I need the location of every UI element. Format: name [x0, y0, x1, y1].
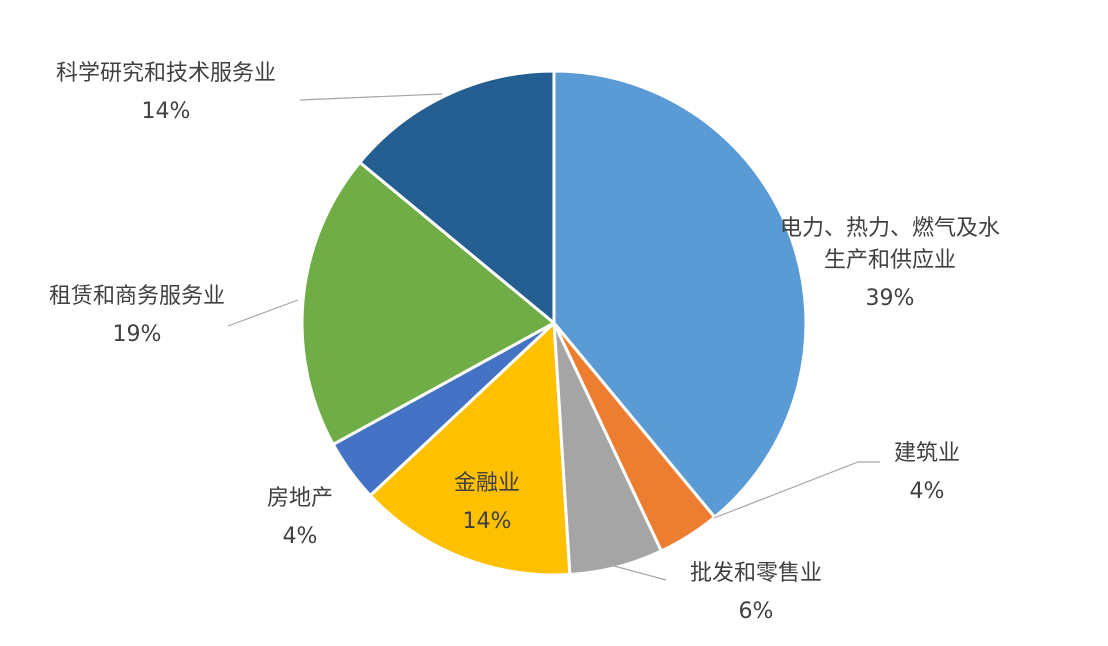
slice-value-label: 6%: [739, 599, 774, 624]
slice-value-label: 4%: [910, 479, 945, 504]
slice-label-7: 科学研究和技术服务业 14%: [56, 61, 276, 124]
slice-label-4: 金融业 14%: [454, 471, 520, 534]
slice-name-label: 金融业: [454, 471, 520, 496]
leader-line-7: [299, 93, 443, 101]
slice-value-label: 14%: [463, 509, 512, 534]
slice-value-label: 14%: [142, 99, 191, 124]
leader-lines-layer: [227, 93, 880, 581]
slice-label-5: 房地产 4%: [267, 486, 333, 549]
leader-line-6: [227, 299, 299, 327]
leader-line-2: [713, 461, 880, 519]
slice-value-label: 4%: [283, 524, 318, 549]
slice-name-label: 电力、热力、燃气及水: [780, 216, 1000, 241]
slice-name-label: 科学研究和技术服务业: [56, 61, 276, 86]
slice-name-label: 租赁和商务服务业: [49, 284, 225, 309]
slice-name-label: 生产和供应业: [824, 248, 956, 273]
slice-name-label: 批发和零售业: [690, 561, 822, 586]
slice-label-2: 建筑业 4%: [894, 441, 960, 504]
slice-name-label: 建筑业: [894, 441, 960, 466]
slice-value-label: 39%: [866, 286, 915, 311]
slice-name-label: 房地产: [267, 486, 333, 511]
slice-value-label: 19%: [113, 322, 162, 347]
pie-slice-7: [358, 69, 556, 325]
pie-slice-1: [552, 69, 808, 519]
slice-label-6: 租赁和商务服务业 19%: [49, 284, 225, 347]
pie-slice-6: [300, 160, 556, 446]
slices-layer: [300, 69, 808, 577]
pie-slice-4: [368, 321, 572, 577]
slice-label-3: 批发和零售业 6%: [690, 561, 822, 624]
leader-line-3: [613, 565, 667, 581]
